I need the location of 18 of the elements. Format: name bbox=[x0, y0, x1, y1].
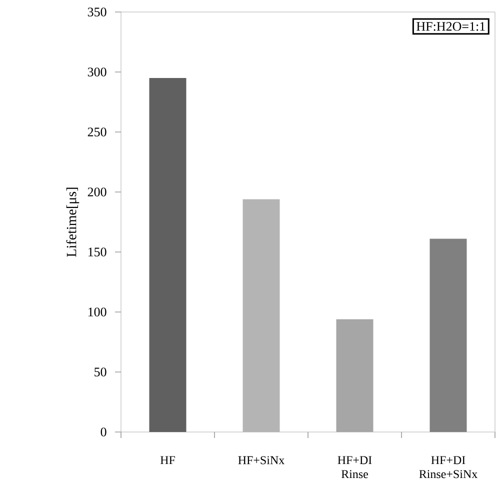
y-tick-label: 150 bbox=[88, 248, 106, 256]
x-tick-label: HF bbox=[160, 456, 175, 464]
bar bbox=[149, 78, 186, 432]
y-tick-label: 350 bbox=[88, 8, 106, 16]
y-tick-label: 200 bbox=[88, 188, 106, 196]
y-tick-label: 250 bbox=[88, 128, 106, 136]
x-tick-label: HF+DI Rinse bbox=[338, 456, 372, 478]
bar bbox=[430, 238, 467, 432]
annotation: HF:H2O=1:1 bbox=[416, 22, 485, 31]
bar bbox=[336, 319, 374, 432]
y-tick-label: 300 bbox=[88, 68, 106, 76]
x-tick-label: HF+DI Rinse+SiNx bbox=[419, 456, 478, 478]
bar bbox=[242, 199, 280, 432]
y-tick-label: 100 bbox=[88, 308, 106, 316]
x-tick-label: HF+SiNx bbox=[238, 456, 284, 464]
y-tick-label: 0 bbox=[100, 428, 106, 436]
y-tick-label: 50 bbox=[94, 368, 106, 376]
y-axis-title: Lifetime[μs] bbox=[66, 188, 80, 257]
